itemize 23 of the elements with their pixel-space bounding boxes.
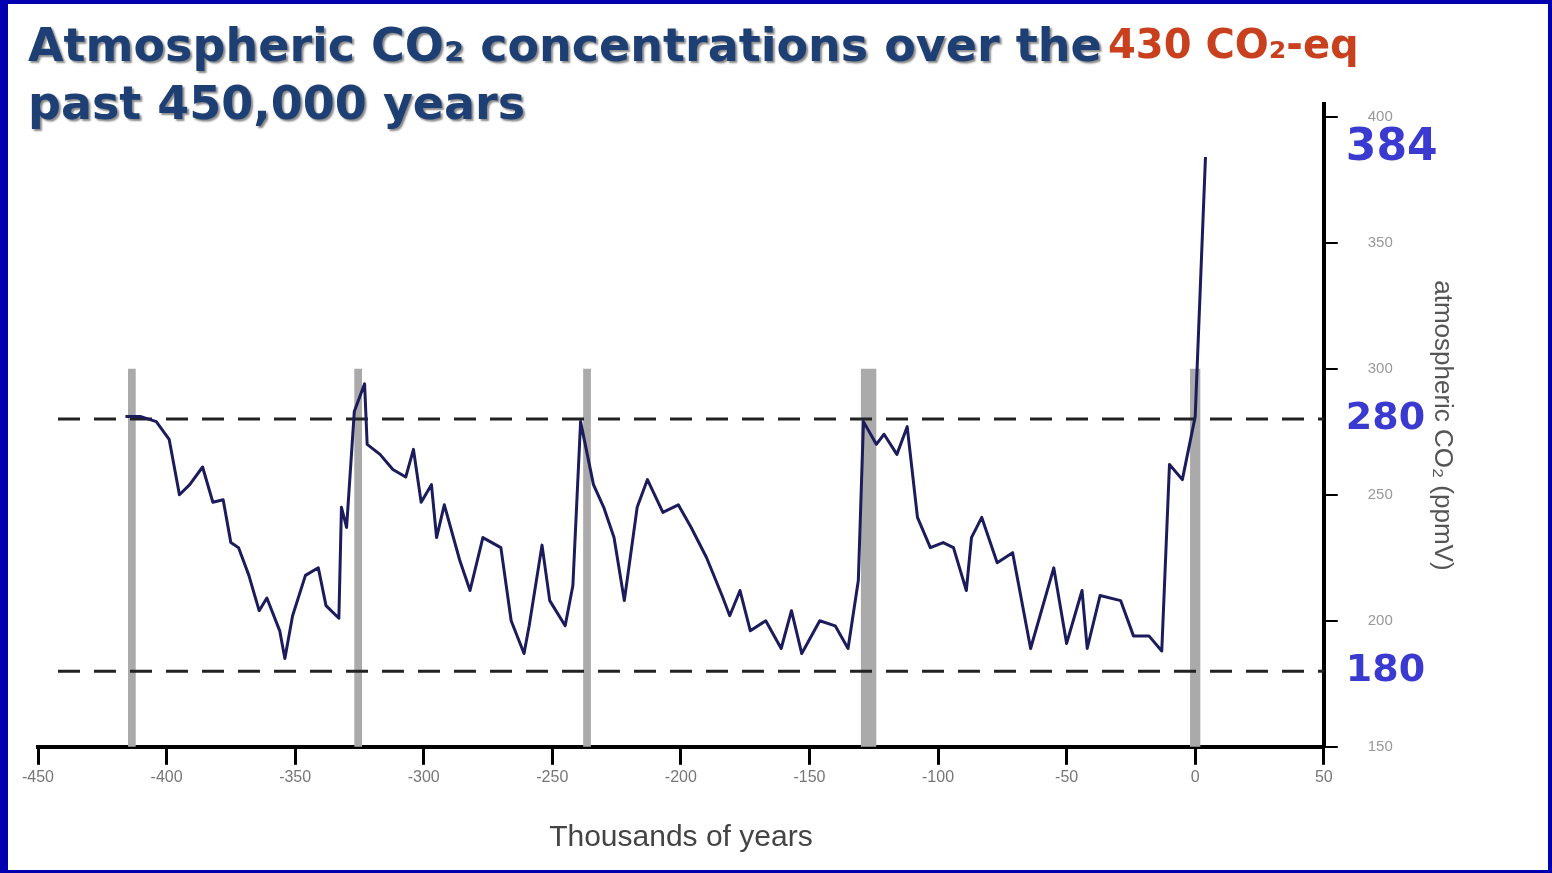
ref-line-label: 180 bbox=[1345, 646, 1426, 691]
x-tick-label: -350 bbox=[279, 767, 312, 785]
y-tick-label: 250 bbox=[1367, 484, 1393, 502]
x-axis-title: Thousands of years bbox=[549, 819, 813, 853]
y-tick-label: 150 bbox=[1367, 736, 1393, 754]
ref-line-label: 280 bbox=[1345, 393, 1426, 438]
x-tick-label: 0 bbox=[1190, 767, 1200, 785]
y-axis-title: atmospheric CO₂ (ppmV) bbox=[1429, 280, 1460, 571]
y-tick-label: 200 bbox=[1367, 610, 1393, 628]
x-tick-label: -300 bbox=[407, 767, 440, 785]
y-tick-label: 350 bbox=[1367, 232, 1393, 250]
x-tick-label: -400 bbox=[150, 767, 183, 785]
x-tick-label: -150 bbox=[793, 767, 826, 785]
x-tick-label: -50 bbox=[1055, 767, 1079, 785]
x-tick-label: -250 bbox=[536, 767, 569, 785]
x-tick-label: 50 bbox=[1314, 767, 1333, 785]
x-tick-label: -200 bbox=[664, 767, 697, 785]
chart-title: Atmospheric CO₂ concentrations over the past 450,000 years bbox=[28, 17, 1103, 132]
x-tick-label: -100 bbox=[922, 767, 955, 785]
y-tick-label: 300 bbox=[1367, 358, 1393, 376]
text: 430 CO₂-eq bbox=[1108, 21, 1359, 68]
y-tick-label: 400 bbox=[1367, 106, 1393, 124]
x-tick-label: -450 bbox=[21, 767, 55, 785]
